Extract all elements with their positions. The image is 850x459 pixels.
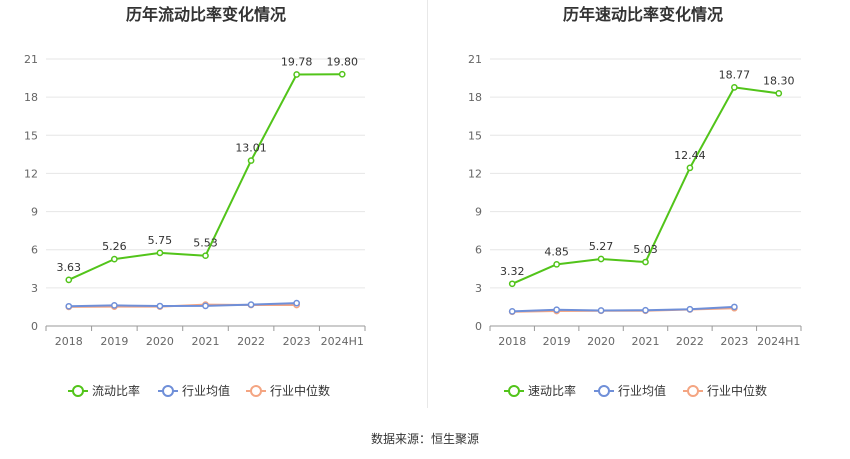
data-point	[156, 249, 164, 257]
data-point	[642, 306, 649, 314]
data-point	[553, 260, 560, 268]
data-point	[686, 305, 694, 313]
x-tick-label: 2022	[237, 335, 265, 348]
y-tick-label: 15	[468, 129, 482, 142]
legend-marker	[250, 385, 262, 397]
y-tick-label: 9	[475, 206, 482, 219]
legend-label: 流动比率	[92, 383, 140, 398]
legend-marker	[598, 385, 610, 397]
x-tick-label: 2021	[192, 335, 220, 348]
data-point	[247, 157, 255, 164]
chart-title: 历年速动比率变化情况	[563, 5, 723, 24]
chart-title: 历年流动比率变化情况	[126, 5, 286, 24]
data-point	[731, 84, 738, 91]
x-tick-label: 2022	[676, 335, 704, 348]
y-tick-label: 9	[31, 206, 38, 219]
x-tick-label: 2024H1	[757, 335, 800, 348]
data-point	[597, 307, 605, 314]
chart-quick-ratio: 历年速动比率变化情况 0 3 6 9 12 15 18 21 2018 2019 2020 2021 20…	[468, 5, 802, 398]
data-point	[247, 301, 255, 308]
data-point	[731, 303, 738, 311]
legend-item: 行业均值	[594, 383, 666, 398]
legend-label: 行业中位数	[707, 383, 767, 398]
y-tick-label: 0	[475, 320, 482, 333]
data-point	[293, 299, 300, 307]
data-label: 5.26	[102, 240, 127, 253]
y-tick-label: 3	[31, 282, 38, 295]
data-point	[202, 252, 209, 260]
data-point	[508, 308, 516, 315]
legend-label: 行业中位数	[270, 383, 330, 398]
data-point	[65, 302, 73, 310]
y-tick-label: 18	[468, 91, 482, 104]
x-tick-label: 2023	[283, 335, 311, 348]
data-point	[293, 71, 300, 78]
x-tick-label: 2020	[146, 335, 174, 348]
legend-marker	[508, 385, 520, 397]
series-line	[68, 302, 297, 308]
data-label: 5.27	[589, 240, 614, 253]
x-tick-label: 2024H1	[321, 335, 364, 348]
data-label: 12.44	[674, 149, 706, 162]
data-label: 3.63	[57, 261, 82, 274]
legend-label: 行业均值	[618, 383, 666, 398]
y-tick-label: 0	[31, 320, 38, 333]
legend-label: 行业均值	[182, 383, 230, 398]
legend-item: 速动比率	[504, 383, 576, 398]
x-tick-label: 2021	[632, 335, 660, 348]
series-line	[512, 305, 735, 313]
data-label: 5.03	[633, 243, 658, 256]
data-point	[111, 255, 118, 263]
data-point	[338, 70, 346, 78]
legend-marker	[162, 385, 174, 397]
legend-item: 流动比率	[68, 383, 140, 398]
data-label: 13.01	[235, 142, 267, 155]
data-point	[65, 276, 73, 284]
data-point	[156, 302, 164, 310]
data-label: 18.30	[763, 74, 795, 87]
x-tick-label: 2020	[587, 335, 615, 348]
y-tick-label: 18	[24, 91, 38, 104]
y-tick-label: 3	[475, 282, 482, 295]
y-tick-label: 6	[31, 244, 38, 257]
legend-marker	[687, 385, 699, 397]
data-point	[553, 306, 560, 314]
chart-panel-current-ratio: 历年流动比率变化情况 0 3 6 9 12 15 18 21 2018 2019 2020 2021 20…	[0, 0, 427, 415]
data-point	[202, 302, 209, 310]
panel-divider	[427, 0, 428, 408]
y-tick-label: 21	[24, 53, 38, 66]
y-tick-label: 15	[24, 129, 38, 142]
data-point	[642, 258, 649, 266]
x-tick-label: 2023	[720, 335, 748, 348]
data-point	[111, 302, 118, 309]
x-tick-label: 2019	[543, 335, 571, 348]
y-tick-label: 12	[24, 167, 38, 180]
data-point	[597, 255, 605, 263]
x-tick-label: 2019	[100, 335, 128, 348]
data-label: 19.80	[326, 55, 358, 68]
data-label: 4.85	[544, 245, 569, 258]
legend-item: 行业中位数	[683, 383, 767, 398]
y-tick-label: 12	[468, 167, 482, 180]
data-point	[508, 280, 516, 288]
x-tick-label: 2018	[498, 335, 526, 348]
data-source-note: 数据来源：恒生聚源	[370, 432, 479, 446]
data-label: 3.32	[500, 265, 525, 278]
legend-marker	[72, 385, 84, 397]
x-tick-label: 2018	[55, 335, 83, 348]
chart-panel-quick-ratio: 历年速动比率变化情况 0 3 6 9 12 15 18 21 2018 2019 2020 2021 20…	[428, 0, 850, 415]
y-tick-label: 6	[475, 244, 482, 257]
data-label: 5.53	[193, 237, 218, 250]
legend-item: 行业中位数	[246, 383, 330, 398]
chart-current-ratio: 历年流动比率变化情况 0 3 6 9 12 15 18 21 2018 2019 2020 2021 20…	[24, 5, 366, 398]
legend-item: 行业均值	[158, 383, 230, 398]
data-label: 5.75	[148, 234, 173, 247]
legend-label: 速动比率	[528, 383, 576, 398]
y-tick-label: 21	[468, 53, 482, 66]
data-point	[686, 164, 694, 172]
data-label: 19.78	[281, 56, 313, 69]
data-point	[775, 89, 783, 97]
data-label: 18.77	[719, 68, 751, 81]
